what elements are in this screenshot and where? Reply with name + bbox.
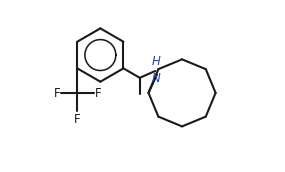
Text: F: F (54, 87, 60, 100)
Text: N: N (152, 72, 160, 85)
Text: F: F (74, 113, 81, 126)
Text: H: H (152, 55, 160, 68)
Text: F: F (94, 87, 101, 100)
